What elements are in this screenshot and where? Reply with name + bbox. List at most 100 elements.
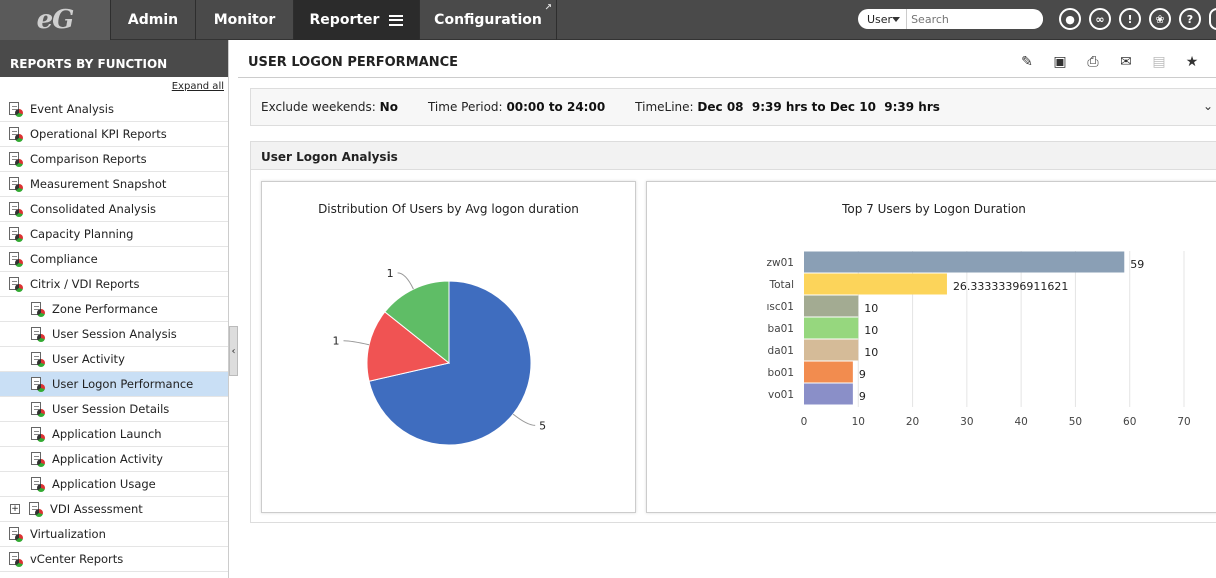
report-icon xyxy=(8,126,23,142)
pie-slice[interactable] xyxy=(384,280,450,365)
bar[interactable] xyxy=(804,273,947,295)
user-icon[interactable]: ● xyxy=(1059,8,1081,30)
bar[interactable] xyxy=(804,361,853,383)
sidebar-item[interactable]: Application Usage xyxy=(0,472,228,497)
sidebar-item[interactable]: Comparison Reports xyxy=(0,147,228,172)
bar-value-label: 59 xyxy=(1130,258,1144,271)
sidebar-item[interactable]: User Logon Performance xyxy=(0,372,228,397)
pie-label-connector xyxy=(343,340,370,346)
email-icon[interactable]: ✉ xyxy=(1120,54,1132,70)
sidebar-item[interactable]: Operational KPI Reports xyxy=(0,122,228,147)
bar[interactable] xyxy=(804,317,859,339)
report-icon xyxy=(30,476,45,492)
report-icon xyxy=(8,526,23,542)
report-icon xyxy=(8,251,23,267)
sidebar-item[interactable]: vCenter Reports xyxy=(0,547,228,572)
search-input[interactable] xyxy=(907,10,1043,28)
sidebar-item-label: Zone Performance xyxy=(52,302,158,316)
sidebar-item[interactable]: Capacity Planning xyxy=(0,222,228,247)
main-content: USER LOGON PERFORMANCE ✎ ▣ ⎙ ✉ ▤ ★ Exclu… xyxy=(238,40,1216,578)
sidebar-item[interactable]: User Session Details xyxy=(0,397,228,422)
search-scope-select[interactable]: User xyxy=(858,9,908,29)
hamburger-menu-icon[interactable] xyxy=(389,14,404,26)
sidebar-item[interactable]: Application Launch xyxy=(0,422,228,447)
pie-chart-panel: Distribution Of Users by Avg logon durat… xyxy=(261,181,636,513)
pie-label-connector xyxy=(397,272,414,290)
sidebar-list: Event Analysis Operational KPI Reports Com… xyxy=(0,97,228,572)
sidebar-item[interactable]: + VDI Assessment xyxy=(0,497,228,522)
edit-report-icon[interactable]: ✎ xyxy=(1021,54,1033,70)
alert-icon[interactable]: ! xyxy=(1119,8,1141,30)
save-icon[interactable]: ▣ xyxy=(1053,54,1067,70)
export-excel-icon[interactable]: ▤ xyxy=(1152,54,1166,70)
collapse-sidebar-handle[interactable]: ‹ xyxy=(229,326,238,376)
x-tick-label: 10 xyxy=(852,416,865,428)
pie-chart: 5 1 1 xyxy=(333,267,546,446)
sidebar-item[interactable]: User Activity xyxy=(0,347,228,372)
report-icon xyxy=(28,501,43,517)
pie-label-connector xyxy=(512,413,536,426)
pie-slice[interactable] xyxy=(366,311,451,382)
x-tick-label: 20 xyxy=(906,416,919,428)
nav-monitor[interactable]: Monitor xyxy=(195,0,293,40)
sidebar-item-label: Comparison Reports xyxy=(30,152,147,166)
nav-configuration[interactable]: Configuration ↗ xyxy=(419,0,557,40)
page-header: USER LOGON PERFORMANCE ✎ ▣ ⎙ ✉ ▤ ★ xyxy=(238,40,1216,78)
help-icon[interactable]: ? xyxy=(1179,8,1201,30)
report-icon xyxy=(30,376,45,392)
bar-value-label: 26.33333396911621 xyxy=(953,280,1068,293)
bar-value-label: 9 xyxy=(859,390,866,403)
bar[interactable] xyxy=(804,295,859,317)
sidebar-item[interactable]: Virtualization xyxy=(0,522,228,547)
sidebar-item-label: User Activity xyxy=(52,352,125,366)
x-tick-label: 60 xyxy=(1123,416,1136,428)
power-icon[interactable] xyxy=(1209,8,1216,30)
sidebar-item[interactable]: Citrix / VDI Reports xyxy=(0,272,228,297)
sidebar-item[interactable]: Event Analysis xyxy=(0,97,228,122)
sidebar-item-label: Capacity Planning xyxy=(30,227,134,241)
report-icon xyxy=(30,326,45,342)
sidebar-item[interactable]: Zone Performance xyxy=(0,297,228,322)
y-category-label: ba01 xyxy=(768,323,794,335)
link-icon[interactable]: ∞ xyxy=(1089,8,1111,30)
report-icon xyxy=(30,426,45,442)
sidebar-item-label: Compliance xyxy=(30,252,98,266)
sidebar-item[interactable]: Compliance xyxy=(0,247,228,272)
report-icon xyxy=(30,451,45,467)
exclude-weekends-filter: Exclude weekends: No xyxy=(261,100,398,114)
x-tick-label: 30 xyxy=(960,416,973,428)
eg-logo[interactable]: eG xyxy=(0,0,110,40)
bar[interactable] xyxy=(804,251,1125,273)
print-icon[interactable]: ⎙ xyxy=(1087,54,1099,70)
section-title: User Logon Analysis xyxy=(251,142,1216,170)
report-icon xyxy=(8,276,23,292)
expand-plus-icon[interactable]: + xyxy=(10,504,20,514)
nav-reporter[interactable]: Reporter xyxy=(293,0,419,40)
x-tick-label: 0 xyxy=(801,416,808,428)
sidebar-item-label: Citrix / VDI Reports xyxy=(30,277,140,291)
chevron-down-icon[interactable]: ⌄ xyxy=(1202,99,1213,113)
bar-value-label: 10 xyxy=(864,346,878,359)
sidebar: REPORTS BY FUNCTION Expand all Event Ana… xyxy=(0,40,229,578)
favorite-star-icon[interactable]: ★ xyxy=(1185,54,1199,70)
bell-icon[interactable]: ❀ xyxy=(1149,8,1171,30)
sidebar-item-label: Event Analysis xyxy=(30,102,114,116)
y-category-label: bo01 xyxy=(768,367,794,379)
nav-admin[interactable]: Admin xyxy=(110,0,195,40)
report-icon xyxy=(8,226,23,242)
sidebar-item-label: Consolidated Analysis xyxy=(30,202,157,216)
sidebar-item[interactable]: Application Activity xyxy=(0,447,228,472)
filter-summary-bar: Exclude weekends: No Time Period: 00:00 … xyxy=(250,88,1216,126)
sidebar-item[interactable]: User Session Analysis xyxy=(0,322,228,347)
timeline-filter: TimeLine: Dec 08 9:39 hrs to Dec 10 9:39… xyxy=(635,100,940,114)
pie-slice[interactable] xyxy=(368,280,532,446)
bar[interactable] xyxy=(804,383,853,405)
sidebar-item[interactable]: Measurement Snapshot xyxy=(0,172,228,197)
sidebar-item-label: Operational KPI Reports xyxy=(30,127,167,141)
expand-all-link[interactable]: Expand all xyxy=(171,81,224,92)
y-category-label: ısc01 xyxy=(766,301,794,313)
sidebar-item[interactable]: Consolidated Analysis xyxy=(0,197,228,222)
time-period-filter: Time Period: 00:00 to 24:00 xyxy=(427,100,606,114)
sidebar-item-label: vCenter Reports xyxy=(30,552,124,566)
bar[interactable] xyxy=(804,339,859,361)
